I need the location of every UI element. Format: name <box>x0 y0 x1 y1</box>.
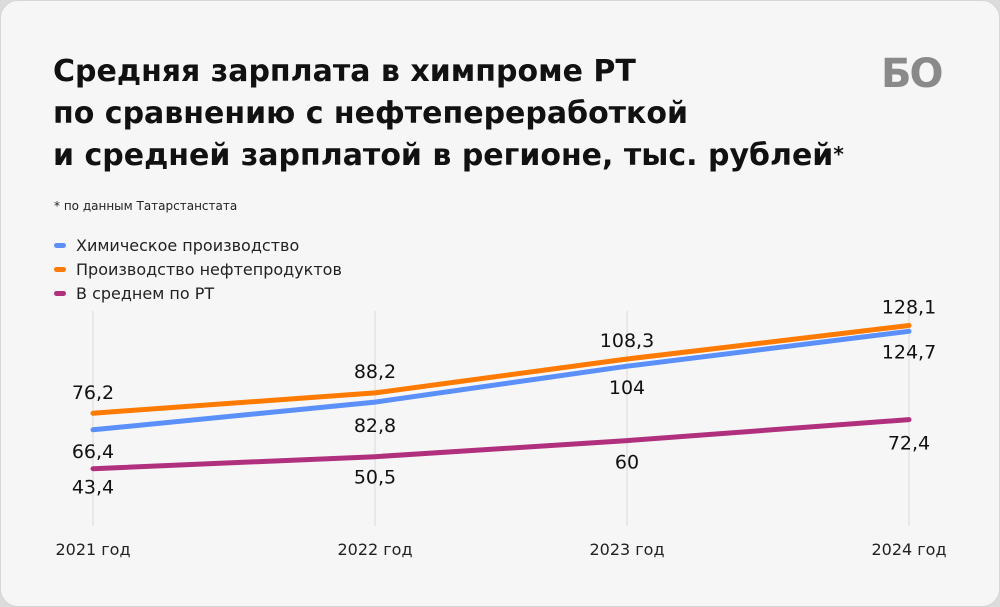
title-line-2: по сравнению с нефтепереработкой <box>53 96 689 131</box>
legend-swatch-average <box>54 290 66 296</box>
data-label-chemical-1: 66,4 <box>72 441 114 463</box>
legend-item-average: В среднем по РТ <box>54 281 342 305</box>
legend-label-average: В среднем по РТ <box>76 283 215 303</box>
data-label-average-4: 72,4 <box>888 433 930 455</box>
legend-item-oil: Производство нефтепродуктов <box>54 257 342 281</box>
data-label-oil-1: 76,2 <box>72 382 114 404</box>
x-tick-label-2: 2022 год <box>337 540 412 559</box>
title-line-3-text: и средней зарплатой в регионе, тыс. рубл… <box>53 138 834 173</box>
data-label-oil-3: 108,3 <box>600 330 654 352</box>
legend-swatch-oil <box>54 266 66 272</box>
data-label-chemical-3: 104 <box>609 377 645 399</box>
footnote-mark: * <box>833 142 844 166</box>
data-label-average-3: 60 <box>615 452 639 474</box>
data-label-chemical-2: 82,8 <box>354 415 396 437</box>
series-line-oil <box>90 323 912 416</box>
legend-swatch-chemical <box>54 242 66 248</box>
x-tick-label-4: 2024 год <box>871 540 946 559</box>
chart-title: Средняя зарплата в химпроме РТ по сравне… <box>53 51 913 177</box>
legend-item-chemical: Химическое производство <box>54 233 342 257</box>
chart-legend: Химическое производство Производство неф… <box>54 233 342 305</box>
title-line-3: и средней зарплатой в регионе, тыс. рубл… <box>53 135 913 177</box>
data-label-chemical-4: 124,7 <box>882 341 936 363</box>
data-label-oil-4: 128,1 <box>882 297 936 319</box>
x-tick-label-1: 2021 год <box>55 540 130 559</box>
data-label-average-1: 43,4 <box>72 477 114 499</box>
publisher-logo: БО <box>881 51 943 97</box>
x-tick-label-3: 2023 год <box>589 540 664 559</box>
legend-label-oil: Производство нефтепродуктов <box>76 259 342 279</box>
legend-label-chemical: Химическое производство <box>76 235 300 255</box>
data-label-oil-2: 88,2 <box>354 361 396 383</box>
series-line-chemical <box>90 328 912 433</box>
source-footnote: * по данным Татарстанстата <box>54 199 238 213</box>
data-label-average-2: 50,5 <box>354 467 396 489</box>
title-line-1: Средняя зарплата в химпроме РТ <box>53 54 636 89</box>
series-line-average <box>90 417 912 472</box>
